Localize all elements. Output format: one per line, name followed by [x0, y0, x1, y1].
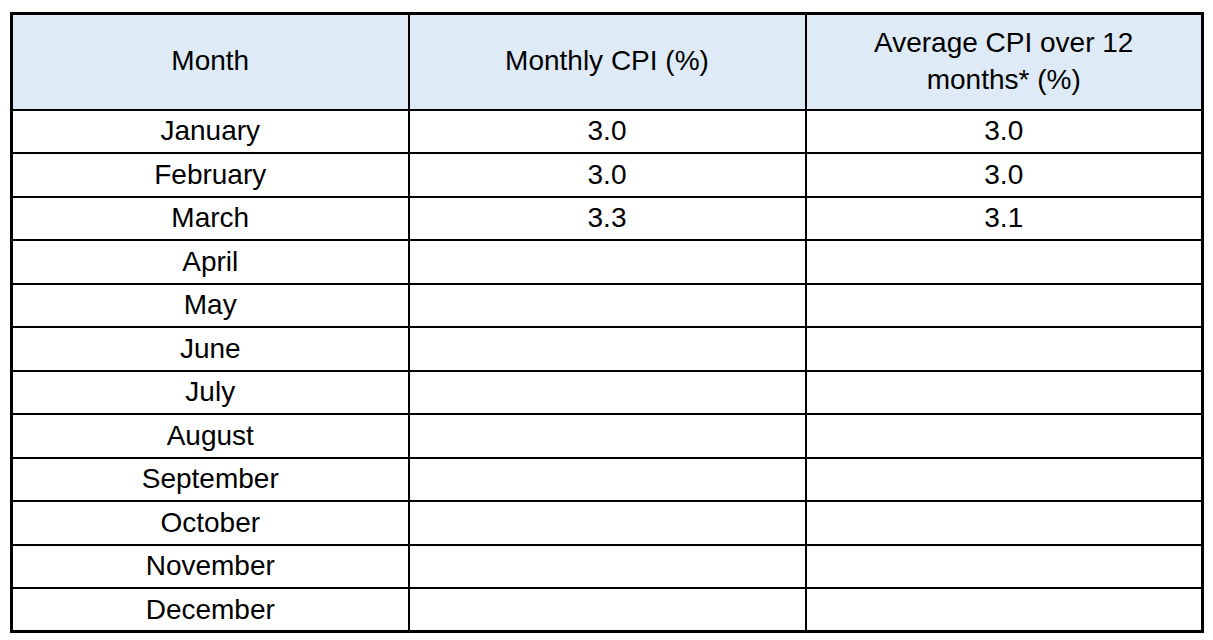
avg-cpi-cell: 3.0 — [806, 153, 1203, 197]
table-row-october: October — [12, 501, 1203, 545]
month-cell: October — [12, 501, 409, 545]
monthly-cpi-cell — [409, 588, 806, 632]
table-row-december: December — [12, 588, 1203, 632]
monthly-cpi-cell: 3.0 — [409, 110, 806, 154]
month-cell: April — [12, 240, 409, 284]
column-header-month-label: Month — [171, 43, 249, 80]
avg-cpi-cell: 3.0 — [806, 110, 1203, 154]
monthly-cpi-cell — [409, 284, 806, 328]
table-row-april: April — [12, 240, 1203, 284]
column-header-monthly-cpi: Monthly CPI (%) — [409, 14, 806, 110]
month-cell: December — [12, 588, 409, 632]
month-cell: February — [12, 153, 409, 197]
avg-cpi-cell — [806, 240, 1203, 284]
cpi-table: Month Monthly CPI (%) Average CPI over 1… — [10, 12, 1204, 633]
avg-cpi-cell — [806, 545, 1203, 589]
avg-cpi-cell — [806, 284, 1203, 328]
column-header-avg-cpi: Average CPI over 12 months* (%) — [806, 14, 1203, 110]
column-header-month: Month — [12, 14, 409, 110]
avg-cpi-cell — [806, 327, 1203, 371]
page: Month Monthly CPI (%) Average CPI over 1… — [0, 0, 1213, 640]
table-row-may: May — [12, 284, 1203, 328]
avg-cpi-cell: 3.1 — [806, 197, 1203, 241]
avg-cpi-cell — [806, 371, 1203, 415]
monthly-cpi-cell — [409, 327, 806, 371]
month-cell: July — [12, 371, 409, 415]
monthly-cpi-cell: 3.0 — [409, 153, 806, 197]
monthly-cpi-cell — [409, 458, 806, 502]
month-cell: May — [12, 284, 409, 328]
table-row-march: March 3.3 3.1 — [12, 197, 1203, 241]
month-cell: June — [12, 327, 409, 371]
monthly-cpi-cell — [409, 240, 806, 284]
month-cell: August — [12, 414, 409, 458]
avg-cpi-cell — [806, 588, 1203, 632]
table-row-august: August — [12, 414, 1203, 458]
table-row-february: February 3.0 3.0 — [12, 153, 1203, 197]
month-cell: January — [12, 110, 409, 154]
monthly-cpi-cell: 3.3 — [409, 197, 806, 241]
column-header-avg-cpi-label: Average CPI over 12 months* (%) — [844, 25, 1164, 99]
avg-cpi-cell — [806, 458, 1203, 502]
monthly-cpi-cell — [409, 414, 806, 458]
table-row-january: January 3.0 3.0 — [12, 110, 1203, 154]
monthly-cpi-cell — [409, 545, 806, 589]
table-row-november: November — [12, 545, 1203, 589]
monthly-cpi-cell — [409, 501, 806, 545]
table-row-july: July — [12, 371, 1203, 415]
table-row-september: September — [12, 458, 1203, 502]
month-cell: November — [12, 545, 409, 589]
avg-cpi-cell — [806, 414, 1203, 458]
header-row: Month Monthly CPI (%) Average CPI over 1… — [12, 14, 1203, 110]
monthly-cpi-cell — [409, 371, 806, 415]
column-header-monthly-cpi-label: Monthly CPI (%) — [505, 43, 709, 80]
month-cell: September — [12, 458, 409, 502]
table-row-june: June — [12, 327, 1203, 371]
avg-cpi-cell — [806, 501, 1203, 545]
month-cell: March — [12, 197, 409, 241]
